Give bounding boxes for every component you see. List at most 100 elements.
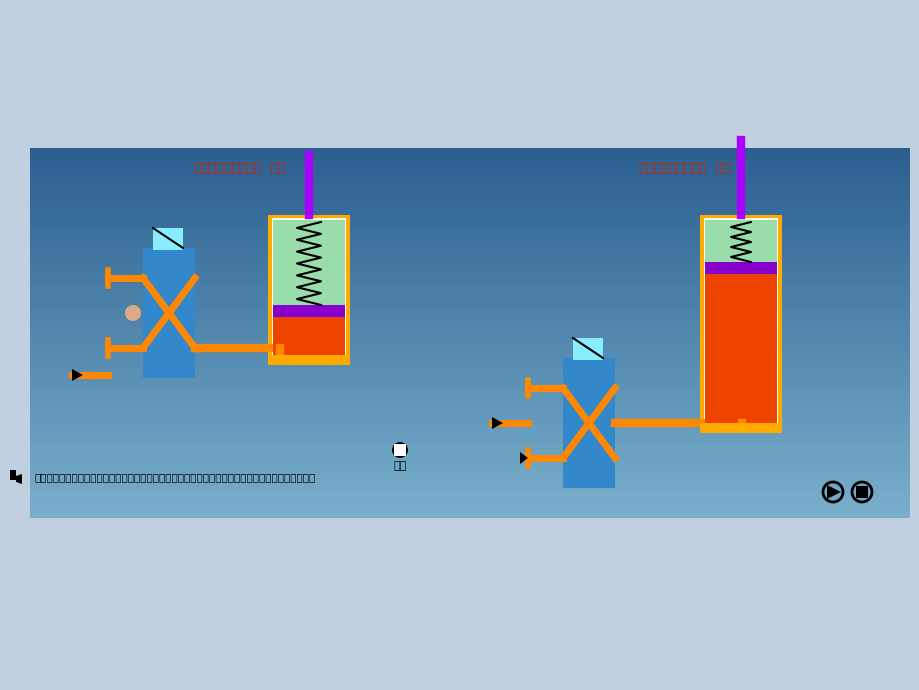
Bar bbox=[459, 400, 909, 407]
Bar bbox=[459, 450, 909, 456]
Bar bbox=[459, 160, 909, 166]
Bar bbox=[459, 246, 909, 253]
Bar bbox=[562, 358, 614, 488]
Bar bbox=[459, 413, 909, 420]
Bar bbox=[30, 400, 478, 407]
Bar bbox=[459, 406, 909, 413]
Bar bbox=[459, 289, 909, 296]
Bar bbox=[267, 355, 349, 365]
Polygon shape bbox=[492, 417, 503, 429]
Bar bbox=[30, 419, 478, 426]
Bar bbox=[30, 456, 478, 462]
Bar bbox=[459, 184, 909, 191]
Bar bbox=[459, 209, 909, 216]
Bar bbox=[30, 314, 478, 321]
Bar bbox=[30, 234, 478, 241]
Bar bbox=[459, 388, 909, 395]
Bar bbox=[30, 172, 478, 179]
Circle shape bbox=[391, 442, 407, 458]
Bar bbox=[459, 228, 909, 235]
Bar bbox=[30, 265, 478, 271]
Bar bbox=[459, 431, 909, 438]
Bar bbox=[459, 178, 909, 185]
Bar bbox=[459, 351, 909, 357]
Text: 停止: 停止 bbox=[393, 461, 406, 471]
Bar bbox=[459, 265, 909, 271]
Bar bbox=[393, 444, 405, 456]
Bar bbox=[459, 456, 909, 462]
Bar bbox=[30, 511, 478, 518]
Bar bbox=[459, 253, 909, 259]
Bar bbox=[30, 333, 478, 339]
Bar bbox=[30, 289, 478, 296]
Polygon shape bbox=[826, 485, 840, 499]
Bar bbox=[459, 203, 909, 210]
Bar bbox=[30, 253, 478, 259]
Bar bbox=[30, 351, 478, 357]
Bar bbox=[459, 271, 909, 277]
Bar bbox=[459, 333, 909, 339]
Bar bbox=[30, 228, 478, 235]
Bar bbox=[459, 320, 909, 327]
Bar bbox=[459, 326, 909, 333]
Bar bbox=[30, 197, 478, 204]
Bar bbox=[459, 308, 909, 315]
Bar bbox=[30, 326, 478, 333]
Bar bbox=[459, 190, 909, 197]
Bar bbox=[704, 220, 777, 265]
Bar bbox=[30, 505, 478, 512]
Bar bbox=[30, 240, 478, 246]
Text: 单杆用气缸换向回路  断电: 单杆用气缸换向回路 断电 bbox=[194, 161, 285, 175]
Bar bbox=[30, 364, 478, 370]
Bar bbox=[573, 338, 602, 360]
Bar bbox=[30, 160, 478, 166]
Bar bbox=[699, 423, 781, 433]
Bar bbox=[30, 450, 478, 456]
Bar bbox=[30, 308, 478, 315]
Bar bbox=[459, 499, 909, 506]
Bar bbox=[459, 277, 909, 284]
Bar bbox=[30, 345, 478, 351]
Bar bbox=[459, 444, 909, 450]
Bar bbox=[459, 197, 909, 204]
Bar bbox=[30, 370, 478, 376]
Bar bbox=[30, 425, 478, 432]
Bar bbox=[30, 295, 478, 302]
Bar bbox=[273, 220, 345, 310]
Polygon shape bbox=[519, 452, 528, 464]
Bar bbox=[30, 499, 478, 506]
Bar bbox=[855, 486, 867, 498]
Bar bbox=[30, 215, 478, 222]
Bar bbox=[459, 240, 909, 246]
Bar bbox=[459, 302, 909, 308]
Bar bbox=[30, 437, 478, 444]
Bar bbox=[459, 511, 909, 518]
Bar bbox=[459, 345, 909, 351]
Bar bbox=[30, 190, 478, 197]
Bar bbox=[30, 431, 478, 438]
Bar bbox=[459, 215, 909, 222]
Bar bbox=[30, 320, 478, 327]
Bar bbox=[459, 357, 909, 364]
Bar bbox=[459, 375, 909, 382]
Bar bbox=[459, 154, 909, 160]
Polygon shape bbox=[16, 474, 22, 484]
Text: 单杆用气缸换向回路  通电: 单杆用气缸换向回路 通电 bbox=[639, 161, 730, 175]
Polygon shape bbox=[72, 369, 83, 381]
Bar bbox=[30, 382, 478, 388]
Bar bbox=[30, 271, 478, 277]
Bar bbox=[30, 406, 478, 413]
Circle shape bbox=[125, 305, 141, 321]
Bar bbox=[459, 295, 909, 302]
Bar bbox=[267, 215, 349, 363]
Bar bbox=[30, 493, 478, 500]
Bar bbox=[273, 305, 345, 317]
Bar bbox=[272, 218, 346, 360]
Bar bbox=[459, 370, 909, 376]
Bar bbox=[30, 388, 478, 395]
Bar bbox=[30, 357, 478, 364]
Bar bbox=[30, 283, 478, 290]
Bar bbox=[30, 462, 478, 469]
Bar bbox=[273, 317, 345, 359]
Bar bbox=[459, 314, 909, 321]
